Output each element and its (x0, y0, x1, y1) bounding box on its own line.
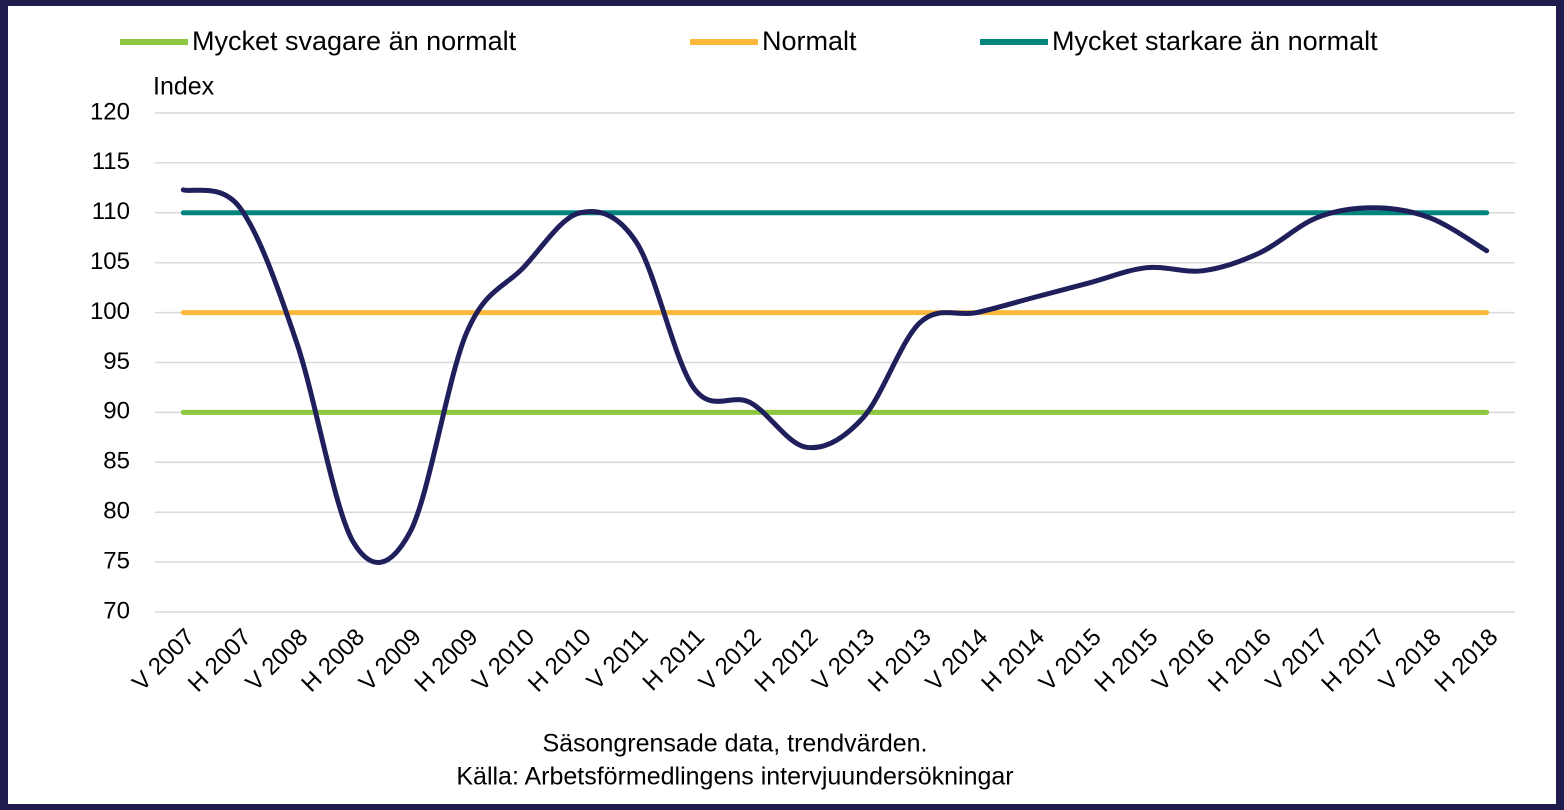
y-axis-label: Index (153, 73, 215, 101)
y-tick-label: 85 (103, 448, 130, 475)
y-tick-label: 90 (103, 398, 130, 425)
y-tick-label: 70 (103, 597, 130, 624)
chart-background (8, 6, 1556, 804)
y-tick-label: 115 (92, 148, 130, 175)
legend-label: Mycket svagare än normalt (192, 26, 517, 56)
legend-label: Normalt (762, 26, 857, 56)
y-tick-label: 75 (103, 547, 130, 574)
legend-label: Mycket starkare än normalt (1052, 26, 1378, 56)
y-tick-label: 105 (90, 248, 130, 275)
note: Källa: Arbetsförmedlingens intervjuunder… (456, 763, 1013, 791)
y-tick-label: 110 (92, 198, 130, 225)
note: Säsongrensade data, trendvärden. (543, 730, 928, 758)
y-tick-label: 120 (90, 98, 130, 125)
y-tick-label: 80 (103, 498, 130, 525)
series-line (180, 187, 1490, 565)
y-tick-label: 100 (90, 298, 130, 325)
y-tick-label: 95 (103, 348, 130, 375)
